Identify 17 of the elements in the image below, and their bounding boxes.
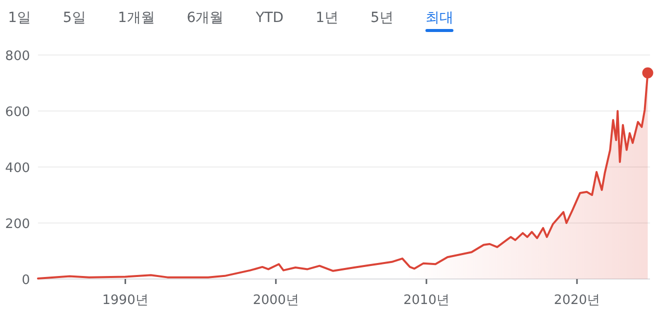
text: 5년 [370, 10, 394, 26]
text: 1년 [316, 10, 338, 26]
x-tick-label: 2010년 [403, 293, 450, 308]
x-tick-label: 1990년 [102, 293, 148, 308]
text: YTD [254, 10, 284, 26]
x-tick-label: 2000년 [252, 293, 299, 308]
y-tick-label: 200 [5, 217, 30, 232]
y-tick-label: 0 [22, 273, 30, 288]
text: 6개월 [186, 10, 224, 26]
y-tick-label: 600 [5, 105, 30, 120]
x-tick-label: 2020년 [554, 293, 600, 308]
text: 5일 [62, 10, 86, 26]
y-tick-label: 400 [5, 161, 30, 176]
text: 1일 [8, 10, 31, 26]
y-tick-label: 800 [5, 49, 30, 64]
text: 1개월 [118, 10, 155, 26]
text: 최대 [425, 10, 454, 26]
